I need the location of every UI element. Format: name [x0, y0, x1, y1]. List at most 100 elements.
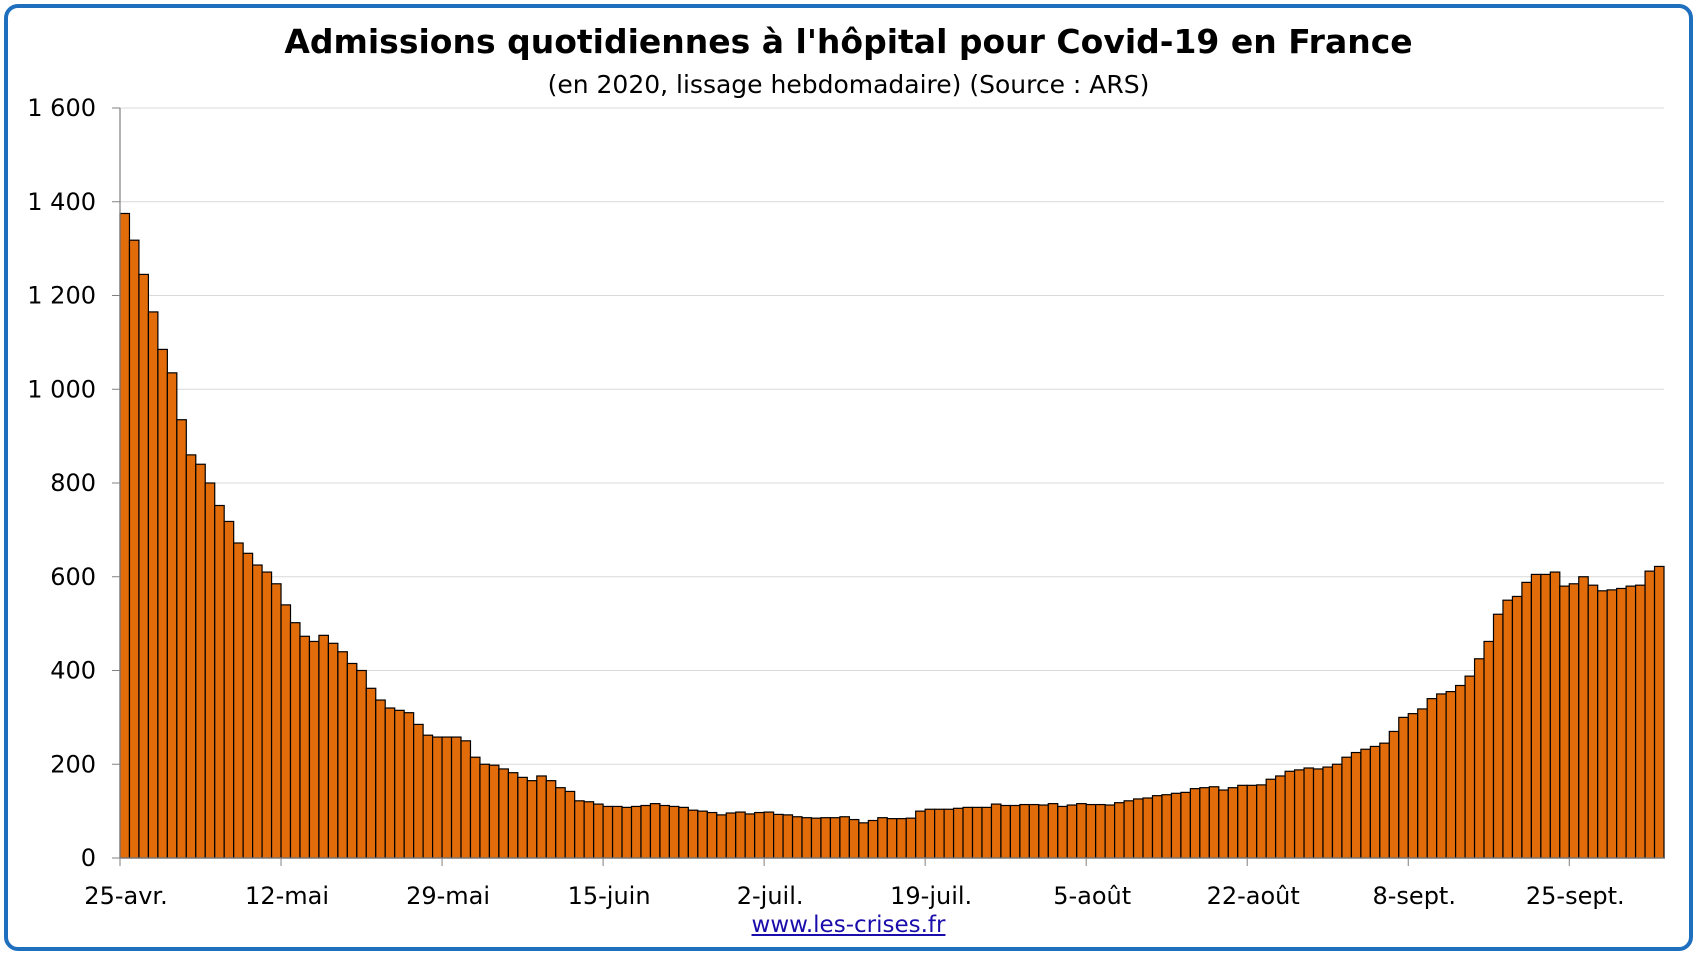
bar: [1000, 804, 1011, 859]
bar: [422, 734, 434, 859]
axes: [112, 107, 1664, 866]
bar: [555, 787, 566, 859]
bar: [469, 756, 481, 859]
chart-subtitle: (en 2020, lissage hebdomadaire) (Source …: [547, 70, 1150, 99]
bar: [289, 622, 301, 859]
bar: [1369, 745, 1381, 859]
bar: [801, 817, 813, 859]
chart-title: Admissions quotidiennes à l'hôpital pour…: [284, 22, 1413, 61]
bar: [593, 803, 604, 859]
bar: [1275, 775, 1286, 859]
bar: [346, 662, 358, 859]
bar: [223, 520, 235, 859]
bar: [498, 768, 509, 859]
bar: [716, 814, 727, 859]
bar: [1360, 748, 1371, 859]
bar: [1379, 742, 1390, 859]
y-tick-label: 1 400: [27, 188, 96, 216]
bar: [858, 822, 869, 859]
bar: [839, 816, 850, 859]
bar: [1322, 766, 1334, 859]
x-tick-label: 22-août: [1207, 882, 1300, 910]
bar: [1407, 713, 1419, 859]
bar: [1312, 768, 1324, 859]
bar: [1227, 787, 1239, 859]
bar: [772, 813, 784, 859]
bar: [1104, 804, 1116, 859]
bar: [611, 805, 623, 859]
bar: [1511, 595, 1523, 859]
bar: [754, 811, 765, 859]
bar: [517, 776, 528, 859]
bar: [195, 463, 206, 859]
bar: [488, 764, 500, 859]
bar: [1237, 784, 1248, 859]
bar: [1123, 800, 1135, 859]
x-tick-label: 29-mai: [406, 882, 490, 910]
y-tick-label: 400: [50, 657, 96, 685]
bar: [1436, 693, 1447, 859]
bar: [659, 804, 670, 859]
bar: [1265, 778, 1277, 859]
y-tick-label: 1 000: [27, 375, 96, 403]
bar: [1634, 584, 1646, 859]
x-tick-label: 8-sept.: [1373, 882, 1456, 910]
bar: [1426, 698, 1438, 859]
bar: [915, 810, 926, 859]
bar: [1492, 613, 1504, 859]
bar: [1540, 573, 1551, 859]
bar: [621, 806, 633, 859]
bar: [1606, 589, 1618, 859]
bar: [1502, 599, 1514, 859]
bar: [1578, 576, 1589, 859]
bar: [924, 808, 936, 859]
bar: [1208, 786, 1220, 859]
y-tick-label: 800: [50, 469, 96, 497]
bar: [166, 372, 178, 859]
bar: [1142, 797, 1154, 859]
bar: [507, 772, 519, 859]
bar: [1218, 789, 1229, 859]
bar: [1284, 770, 1296, 859]
bar: [299, 635, 311, 859]
bar: [1161, 794, 1173, 859]
x-tick-label: 5-août: [1053, 882, 1131, 910]
bar: [1132, 798, 1144, 859]
bar: [536, 775, 547, 859]
bar: [1038, 804, 1049, 859]
bar: [1417, 708, 1428, 859]
bar: [1170, 792, 1182, 859]
bar: [687, 809, 699, 859]
bar: [147, 311, 159, 859]
y-tick-label: 200: [50, 750, 96, 778]
bar: [630, 805, 642, 859]
bar: [952, 807, 964, 859]
x-tick-label: 25-avr.: [84, 882, 167, 910]
bar: [867, 819, 879, 859]
source-link[interactable]: www.les-crises.fr: [751, 912, 946, 938]
bar: [1199, 787, 1210, 859]
bar: [706, 811, 718, 859]
bar: [450, 736, 462, 859]
bar: [1151, 795, 1163, 859]
bar: [1464, 675, 1476, 859]
bar: [375, 699, 386, 859]
bar: [1331, 763, 1343, 859]
bar: [431, 736, 443, 859]
bar: [280, 604, 292, 859]
bar: [185, 454, 197, 859]
bar: [574, 800, 585, 859]
bar: [602, 805, 614, 859]
x-tick-label: 15-juin: [568, 882, 651, 910]
bar: [394, 709, 405, 859]
bar: [943, 808, 955, 859]
bar: [1019, 803, 1030, 859]
bar: [1644, 570, 1656, 859]
bar: [233, 542, 244, 859]
bar: [1521, 581, 1532, 859]
bar: [242, 552, 254, 859]
bar: [640, 804, 652, 859]
bar: [877, 817, 888, 859]
bar: [128, 239, 140, 859]
bar: [1350, 751, 1362, 859]
